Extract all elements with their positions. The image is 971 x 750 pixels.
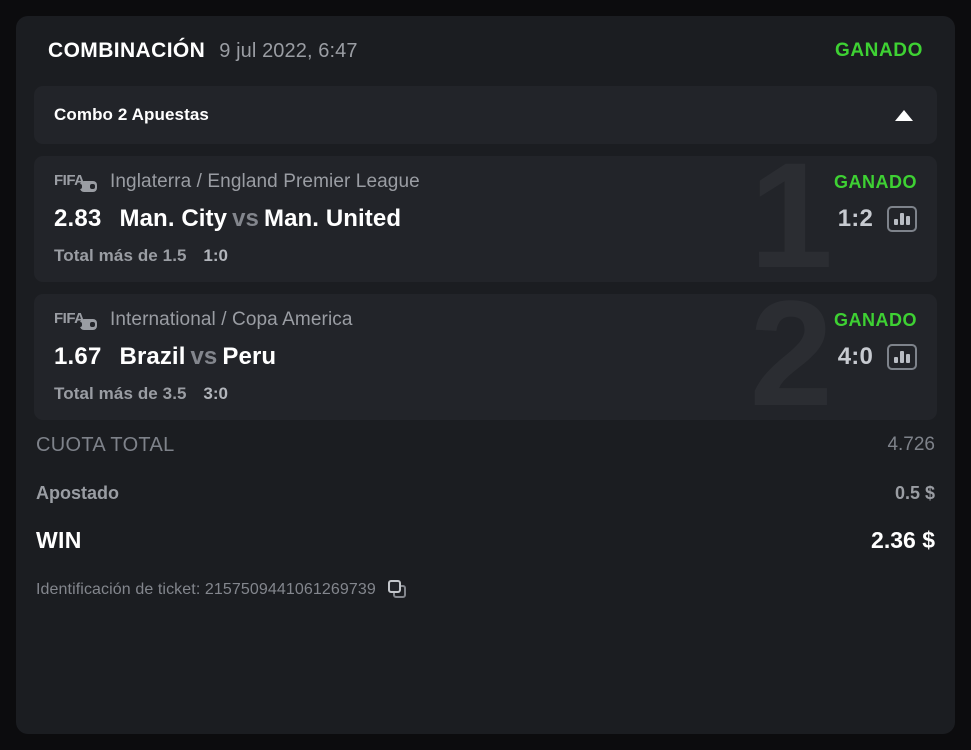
chevron-up-icon[interactable] [891, 102, 917, 128]
bet-slip-card: COMBINACIÓN 9 jul 2022, 6:47 GANADO Comb… [16, 16, 955, 734]
score-block: 4:0 [838, 343, 917, 371]
home-team: Brazil [119, 343, 186, 370]
bet-market-line: Total más de 1.5 1:0 [54, 246, 917, 266]
ticket-date: 9 jul 2022, 6:47 [219, 39, 358, 62]
bet-market-line: Total más de 3.5 3:0 [54, 384, 917, 404]
bet-market: Total más de 3.5 [54, 384, 187, 403]
bet-market-score: 3:0 [203, 384, 228, 403]
combo-label: Combo 2 Apuestas [54, 105, 209, 124]
vs-label: vs [232, 205, 259, 232]
bet-market: Total más de 1.5 [54, 246, 187, 265]
fifa-esports-icon: FIFA [54, 308, 100, 332]
bet-odd: 1.67 [54, 343, 102, 370]
match-score: 1:2 [837, 205, 873, 232]
bet-teams: Man. City vs Man. United [120, 205, 402, 233]
page-title: COMBINACIÓN [48, 39, 206, 62]
bet-league-line: FIFA Inglaterra / England Premier League… [54, 170, 917, 194]
bet-teams: Brazil vs Peru [120, 343, 277, 371]
bet-match-line: 1.67 Brazil vs Peru 4:0 [54, 343, 917, 371]
home-team: Man. City [119, 205, 228, 232]
stake-label: Apostado [36, 482, 119, 503]
total-odds-value: 4.726 [887, 434, 935, 455]
ticket-header: COMBINACIÓN 9 jul 2022, 6:47 GANADO [34, 16, 937, 86]
away-team: Man. United [264, 205, 402, 232]
bet-match-line: 2.83 Man. City vs Man. United 1:2 [54, 205, 917, 233]
bar-chart-icon[interactable] [887, 344, 917, 370]
match-score: 4:0 [837, 343, 873, 370]
bet-market-score: 1:0 [203, 246, 228, 265]
total-odds-row: CUOTA TOTAL 4.726 [36, 420, 935, 470]
ticket-id-text: Identificación de ticket: 21575094410612… [36, 581, 376, 598]
win-label: WIN [36, 526, 82, 553]
combo-toggle-bar[interactable]: Combo 2 Apuestas [34, 86, 937, 144]
total-odds-label: CUOTA TOTAL [36, 433, 175, 456]
ticket-id-row: Identificación de ticket: 21575094410612… [36, 580, 935, 612]
away-team: Peru [222, 343, 277, 370]
bet-odd: 2.83 [54, 205, 102, 232]
bet-status-badge: GANADO [834, 309, 917, 330]
status-badge: GANADO [834, 40, 923, 61]
bar-chart-icon[interactable] [887, 206, 917, 232]
bet-league-line: FIFA International / Copa America GANADO [54, 308, 917, 332]
stake-row: Apostado 0.5 $ [36, 470, 935, 516]
stake-value: 0.5 $ [894, 482, 935, 503]
win-value: 2.36 $ [871, 526, 935, 553]
bet-row[interactable]: 2 FIFA International / Copa America GANA… [34, 294, 937, 420]
fifa-esports-icon: FIFA [54, 170, 100, 194]
bet-status-badge: GANADO [834, 171, 917, 192]
league-name: International / Copa America [110, 309, 353, 330]
copy-icon[interactable] [387, 580, 408, 600]
league-name: Inglaterra / England Premier League [110, 171, 420, 192]
win-row: WIN 2.36 $ [36, 516, 935, 564]
bet-row[interactable]: 1 FIFA Inglaterra / England Premier Leag… [34, 156, 937, 282]
vs-label: vs [190, 343, 218, 370]
score-block: 1:2 [838, 205, 917, 233]
summary-section: CUOTA TOTAL 4.726 Apostado 0.5 $ WIN 2.3… [34, 420, 937, 612]
